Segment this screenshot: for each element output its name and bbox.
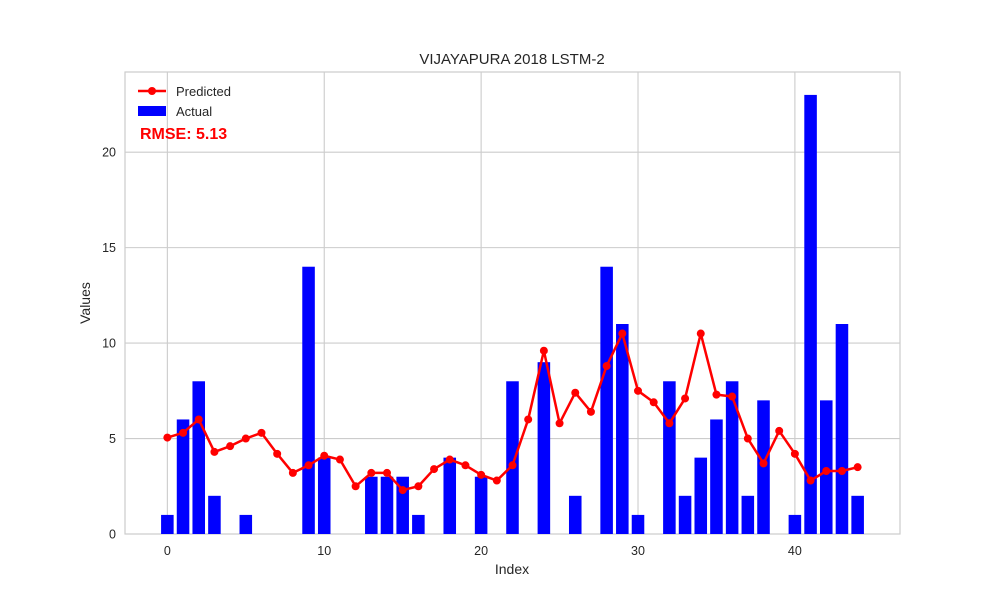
legend-actual-swatch [138, 106, 166, 116]
predicted-line [163, 329, 862, 495]
predicted-point [822, 467, 831, 475]
predicted-point [775, 426, 784, 435]
predicted-point [257, 428, 266, 437]
predicted-point [335, 455, 344, 464]
predicted-point [492, 476, 501, 485]
predicted-point [634, 386, 643, 395]
actual-bar [663, 381, 676, 534]
x-tick-label: 30 [631, 544, 645, 558]
predicted-point [728, 392, 737, 401]
predicted-point [712, 390, 721, 399]
actual-bar [678, 495, 692, 534]
predicted-point [398, 486, 407, 495]
predicted-point [508, 461, 517, 470]
chart-title: VIJAYAPURA 2018 LSTM-2 [419, 51, 604, 68]
actual-bar [380, 476, 394, 534]
y-tick-label: 15 [102, 241, 116, 255]
actual-bar [537, 362, 551, 534]
y-tick-label: 20 [102, 146, 116, 160]
legend-predicted-marker [148, 87, 156, 95]
actual-bar [317, 457, 331, 534]
x-axis-label: Index [495, 561, 529, 577]
predicted-point [351, 482, 360, 491]
actual-bar [804, 94, 817, 534]
y-tick-labels: 0 5 10 15 20 [102, 146, 116, 542]
predicted-point [163, 433, 172, 442]
x-tick-label: 0 [164, 544, 171, 558]
actual-bar [474, 476, 488, 534]
predicted-point [539, 346, 548, 355]
rmse-annotation: RMSE: 5.13 [140, 126, 227, 143]
predicted-point [477, 470, 486, 479]
predicted-point [837, 467, 846, 475]
actual-bar [192, 381, 206, 534]
actual-bar [600, 266, 613, 534]
predicted-point [649, 398, 658, 407]
y-tick-label: 0 [109, 528, 116, 542]
predicted-point [586, 407, 595, 416]
predicted-point [461, 461, 470, 470]
actual-bar [694, 457, 708, 534]
actual-bar [302, 266, 315, 534]
x-tick-label: 40 [788, 544, 802, 558]
predicted-point [790, 449, 799, 458]
predicted-point [273, 449, 282, 458]
legend: Predicted Actual [138, 84, 231, 119]
predicted-point [210, 447, 219, 456]
predicted-point [414, 482, 423, 491]
legend-predicted-label: Predicted [176, 84, 231, 99]
actual-bar [443, 457, 457, 534]
x-tick-label: 10 [317, 544, 331, 558]
predicted-point [194, 415, 203, 424]
x-tick-label: 20 [474, 544, 488, 558]
predicted-point [806, 476, 815, 485]
predicted-point [226, 442, 235, 451]
actual-bar [741, 495, 755, 534]
actual-bar [710, 419, 723, 534]
predicted-point [665, 419, 674, 428]
actual-bar [568, 495, 582, 534]
predicted-point [602, 362, 611, 370]
actual-bar [725, 381, 739, 534]
actual-bar [176, 419, 190, 534]
legend-actual-label: Actual [176, 104, 212, 119]
predicted-point [555, 419, 564, 428]
y-tick-label: 5 [109, 432, 116, 446]
actual-bar [851, 495, 864, 534]
predicted-point [759, 459, 768, 468]
actual-bar [365, 476, 378, 534]
predicted-point [304, 461, 313, 470]
actual-bar [161, 514, 174, 534]
predicted-point [618, 329, 627, 338]
y-tick-label: 10 [102, 337, 116, 351]
x-tick-labels: 0 10 20 30 40 [164, 544, 802, 558]
actual-bar [616, 324, 629, 534]
actual-bar [412, 514, 425, 534]
actual-bar [239, 514, 253, 534]
actual-bar [631, 514, 645, 534]
predicted-point [241, 434, 250, 443]
predicted-point [430, 465, 439, 474]
predicted-point [743, 434, 752, 443]
predicted-point [288, 468, 297, 477]
predicted-point [524, 415, 533, 424]
predicted-point [681, 394, 690, 403]
predicted-point [179, 428, 188, 437]
predicted-point [696, 329, 705, 338]
predicted-point [367, 468, 376, 477]
predicted-point [853, 463, 862, 472]
actual-bar [506, 381, 519, 534]
actual-bar [835, 324, 849, 534]
predicted-point [445, 455, 454, 464]
predicted-point [571, 388, 580, 397]
actual-bar [788, 514, 802, 534]
y-axis-label: Values [77, 282, 93, 324]
actual-bar [208, 495, 221, 534]
predicted-point [320, 451, 329, 460]
predicted-point [382, 468, 391, 477]
